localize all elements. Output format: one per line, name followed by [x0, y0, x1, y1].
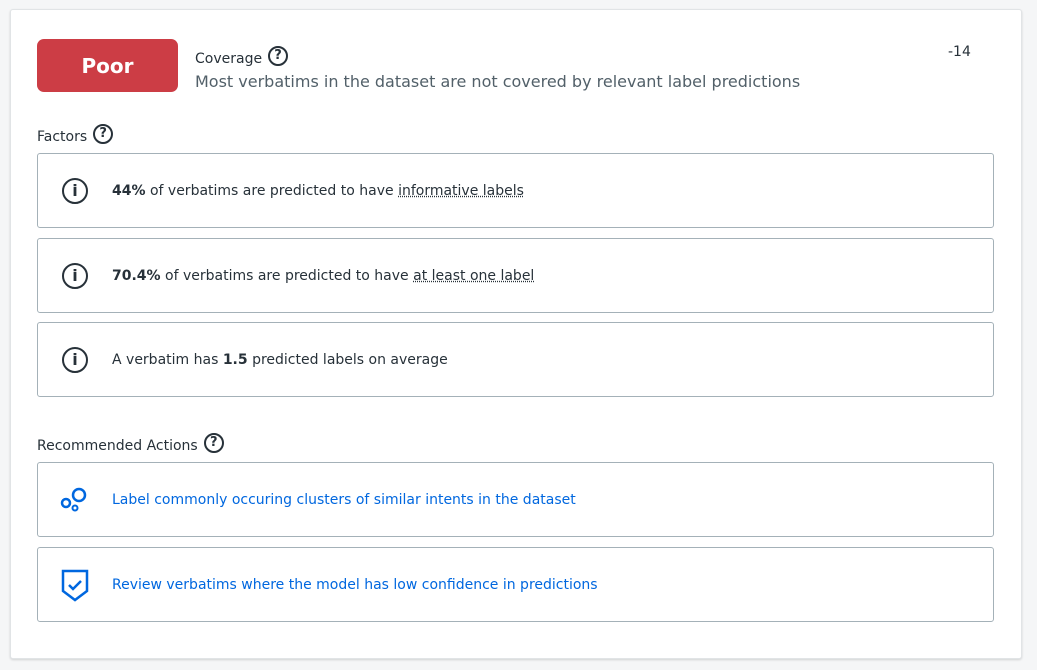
action-label[interactable]: Label commonly occuring clusters of simi… — [112, 491, 576, 508]
metric-description: Most verbatims in the dataset are not co… — [195, 72, 801, 91]
help-icon[interactable]: ? — [268, 46, 289, 66]
status-badge: Poor — [37, 39, 178, 92]
action-label[interactable]: Review verbatims where the model has low… — [112, 576, 598, 593]
shield-check-icon — [38, 568, 112, 602]
metric-title-text: Coverage — [195, 51, 263, 67]
factor-text: of verbatims are predicted to have — [145, 182, 399, 199]
info-icon: i — [62, 346, 88, 373]
factor-value: 1.5 — [222, 351, 248, 368]
factor-item: i 44% of verbatims are predicted to have … — [37, 153, 994, 228]
coverage-card: Poor Coverage? Most verbatims in the dat… — [10, 9, 1022, 659]
metric-title: Coverage? — [195, 46, 289, 67]
factor-term[interactable]: at least one label — [413, 267, 535, 284]
clusters-icon — [38, 487, 112, 513]
info-icon: i — [62, 262, 88, 289]
factor-value: 70.4% — [112, 267, 161, 284]
actions-heading-text: Recommended Actions — [37, 438, 198, 454]
metric-score: -14 — [948, 44, 971, 60]
factor-term[interactable]: informative labels — [398, 182, 524, 199]
factor-item: i 70.4% of verbatims are predicted to hav… — [37, 238, 994, 313]
action-review-low-confidence[interactable]: Review verbatims where the model has low… — [37, 547, 994, 622]
help-icon[interactable]: ? — [93, 124, 114, 144]
actions-heading: Recommended Actions? — [37, 433, 224, 454]
factor-text: predicted labels on average — [247, 351, 448, 368]
factor-text: of verbatims are predicted to have — [160, 267, 414, 284]
info-icon: i — [62, 177, 88, 204]
factor-item: i A verbatim has 1.5 predicted labels on … — [37, 322, 994, 397]
action-label-clusters[interactable]: Label commonly occuring clusters of simi… — [37, 462, 994, 537]
factors-heading-text: Factors — [37, 129, 88, 145]
help-icon[interactable]: ? — [203, 433, 224, 453]
factor-value: 44% — [112, 182, 146, 199]
factors-heading: Factors? — [37, 124, 114, 145]
factor-text: A verbatim has — [112, 351, 223, 368]
